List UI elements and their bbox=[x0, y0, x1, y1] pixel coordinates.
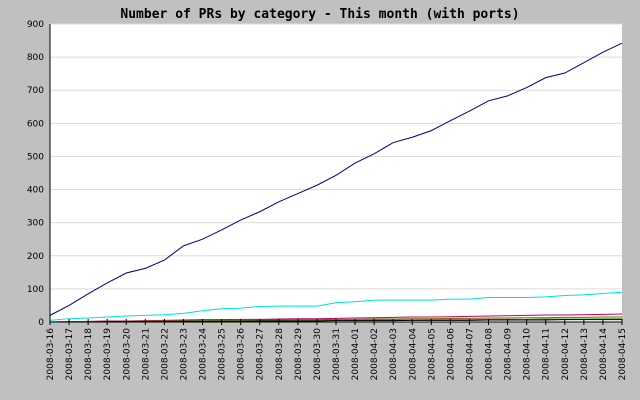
plot-area bbox=[50, 24, 622, 322]
x-tick-label: 2008-03-24 bbox=[199, 328, 209, 381]
x-tick-label: 2008-04-07 bbox=[465, 328, 475, 380]
y-tick-label: 800 bbox=[27, 53, 44, 63]
x-tick-label: 2008-03-18 bbox=[84, 328, 94, 381]
axes: 0 100 200 300 400 500 600 700 800 900 2008-03-16 20… bbox=[27, 20, 628, 380]
x-tick-label: 2008-03-26 bbox=[237, 328, 247, 381]
x-tick-label: 2008-03-16 bbox=[46, 328, 56, 381]
x-tick-label: 2008-04-09 bbox=[504, 328, 514, 381]
grid-lines bbox=[50, 23, 622, 290]
x-tick-label: 2008-04-14 bbox=[599, 328, 609, 381]
chart-title: Number of PRs by category - This month (… bbox=[120, 7, 519, 22]
y-tick-label: 600 bbox=[27, 119, 44, 129]
y-tick-label: 300 bbox=[27, 219, 44, 229]
y-tick-label: 700 bbox=[27, 86, 44, 96]
x-tick-label: 2008-03-23 bbox=[179, 328, 189, 380]
x-tick-label: 2008-03-30 bbox=[313, 328, 323, 381]
x-tick-label: 2008-03-20 bbox=[122, 328, 132, 381]
y-tick-label: 400 bbox=[27, 186, 44, 196]
x-tick-label: 2008-04-01 bbox=[351, 328, 361, 380]
x-tick-label: 2008-04-11 bbox=[542, 328, 552, 380]
y-tick-label: 0 bbox=[38, 318, 44, 328]
series-line bbox=[49, 291, 623, 321]
series-line bbox=[49, 42, 623, 316]
x-tick-label: 2008-04-10 bbox=[523, 328, 533, 381]
y-tick-label: 900 bbox=[27, 20, 44, 30]
x-tick-label: 2008-04-06 bbox=[446, 328, 456, 381]
x-tick-label: 2008-03-28 bbox=[275, 328, 285, 381]
y-tick-label: 200 bbox=[27, 252, 44, 262]
x-tick-label: 2008-03-19 bbox=[103, 328, 113, 381]
x-tick-label: 2008-04-03 bbox=[389, 328, 399, 380]
x-tick-label: 2008-03-17 bbox=[65, 328, 75, 380]
x-tick-label: 2008-03-31 bbox=[332, 328, 342, 380]
y-tick-label: 500 bbox=[27, 152, 44, 162]
x-tick-label: 2008-03-21 bbox=[141, 328, 151, 380]
x-tick-label: 2008-04-13 bbox=[580, 328, 590, 380]
y-tick-label: 100 bbox=[27, 285, 44, 295]
x-tick-label: 2008-03-27 bbox=[256, 328, 266, 380]
x-tick-label: 2008-04-08 bbox=[485, 328, 495, 381]
x-tick-label: 2008-04-02 bbox=[370, 328, 380, 380]
x-tick-label: 2008-04-12 bbox=[561, 328, 571, 380]
x-tick-label: 2008-03-22 bbox=[160, 328, 170, 380]
x-tick-label: 2008-04-05 bbox=[427, 328, 437, 380]
x-tick-label: 2008-03-29 bbox=[294, 328, 304, 381]
x-tick-label: 2008-03-25 bbox=[218, 328, 228, 380]
x-tick-label: 2008-04-04 bbox=[408, 328, 418, 381]
x-tick-label: 2008-04-15 bbox=[618, 328, 628, 380]
